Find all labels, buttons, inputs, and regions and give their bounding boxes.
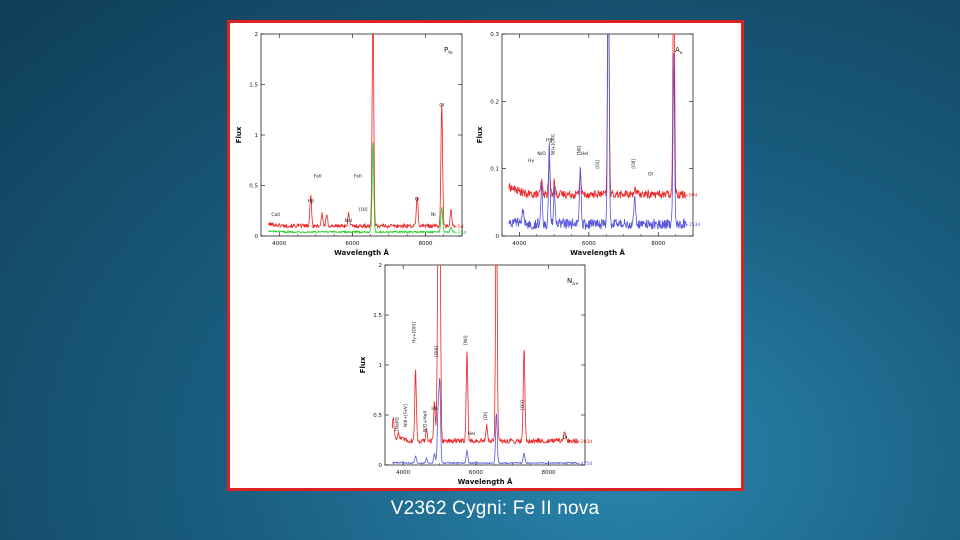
p3-series-blue	[392, 378, 578, 465]
p3-line-id-label: [OIII]	[434, 346, 440, 357]
p2-series-red	[508, 34, 687, 200]
p1-line-id-label: OI	[415, 197, 420, 203]
p3-series-red	[391, 265, 579, 445]
p1-line-id-label: CaII	[271, 212, 280, 218]
p3-chart: 4000 6000 8000 0 0.5 1 1.5 2 Wavelength Å Flux Na+…	[359, 263, 592, 486]
p3-x-axis-label: Wavelength Å	[458, 477, 513, 486]
p2-y-tick-label: 0.2	[490, 99, 499, 105]
p1-x-tick-label: 6000	[345, 241, 359, 247]
p1-x-axis-label: Wavelength Å	[334, 248, 389, 257]
p2-y-axis-label: Flux	[476, 126, 484, 143]
p1-series-label: +23d	[454, 230, 466, 236]
p2-x-tick-label: 4000	[512, 241, 526, 247]
p3-line-id-label: OI	[562, 435, 567, 441]
p1-line-id-label: NI	[431, 212, 436, 218]
p3-line-id-label: [NII]	[463, 335, 469, 345]
p3-line-id-label: [OI]	[483, 411, 489, 420]
p3-y-tick-label: 2	[379, 263, 383, 269]
p3-line-id-label: N/O+HeII	[422, 411, 428, 432]
p1-line-id-label: NaI	[345, 218, 352, 224]
p3-x-tick-label: 4000	[396, 470, 410, 476]
p2-y-tick-label: 0	[496, 234, 500, 240]
p1-line-id-label: FeII	[314, 173, 322, 179]
p3-stage-label: Na+	[567, 277, 579, 287]
p1-y-tick-label: 0	[255, 234, 259, 240]
p1-x-tick-label: 8000	[418, 241, 432, 247]
p3-series-label: +283d	[577, 439, 592, 445]
p2-series-blue	[508, 34, 687, 231]
p3-line-id-label: Hβ	[431, 406, 437, 412]
p2-x-tick-label: 6000	[582, 241, 596, 247]
p3-y-axis-label: Flux	[359, 356, 367, 373]
figure-frame: 4000 6000 8000 0 0.5 1 1.5 2 Wavelength Å Flux Pfe…	[227, 20, 744, 491]
p2-plot-box	[501, 33, 694, 237]
p3-line-id-label: [OII]	[520, 400, 526, 410]
p3-series-label: +475d	[577, 461, 592, 467]
p3-y-tick-label: 0	[379, 463, 383, 469]
p3-y-tick-label: 0.5	[373, 413, 382, 419]
p2-line-id-label: NII+[OIII]	[550, 134, 556, 155]
p2-x-tick-label: 8000	[651, 241, 665, 247]
p2-y-tick-label: 0.1	[490, 167, 499, 173]
p2-chart: 4000 6000 8000 0 0.1 0.2 0.3 Wavelength Å Flux Ao…	[476, 32, 700, 257]
p1-plot-box	[260, 33, 463, 237]
p2-line-id-label: [OII]	[631, 159, 637, 169]
p3-line-id-label: NIII+[FeV]	[403, 404, 409, 427]
p2-x-axis-label: Wavelength Å	[570, 248, 625, 257]
slide-caption: V2362 Cygni: Fe II nova	[390, 498, 600, 519]
p1-y-axis-label: Flux	[235, 126, 243, 143]
p3-line-id-label: [NeIII]	[394, 417, 400, 431]
p1-y-tick-label: 1.5	[249, 83, 258, 89]
p3-y-tick-label: 1.5	[373, 313, 382, 319]
p3-x-tick-label: 8000	[542, 470, 556, 476]
p3-plot-box	[384, 264, 586, 466]
p2-line-id-label: [NII]	[576, 145, 582, 155]
p1-line-id-label: FeII	[354, 173, 362, 179]
p1-y-tick-label: 0.5	[249, 184, 258, 190]
p2-line-id-label: Hγ	[528, 158, 534, 164]
p2-line-id-label: OI	[648, 171, 653, 177]
p3-y-tick-label: 1	[379, 363, 383, 369]
p2-line-id-label: [OI]	[595, 160, 601, 169]
p1-y-tick-label: 1	[255, 133, 259, 139]
spectra-figure: 4000 6000 8000 0 0.5 1 1.5 2 Wavelength Å Flux Pfe…	[235, 32, 700, 486]
p3-line-id-label: Hγ+[OIII]	[412, 322, 418, 343]
p2-line-id-label: N/O	[537, 151, 546, 157]
p2-y-tick-label: 0.3	[490, 32, 499, 38]
p3-x-tick-label: 6000	[469, 470, 483, 476]
p2-stage-label: Ao	[675, 46, 683, 56]
p1-x-tick-label: 4000	[272, 241, 286, 247]
p1-chart: 4000 6000 8000 0 0.5 1 1.5 2 Wavelength Å Flux Pfe…	[235, 32, 466, 257]
p2-series-label: +153d	[685, 222, 700, 228]
p2-series-label: +50d	[685, 192, 697, 198]
p1-line-id-label: [OI]	[359, 207, 368, 213]
p2-line-id-label: HeI	[581, 151, 588, 157]
p1-series-red	[267, 34, 456, 230]
p1-series-label: +5d	[454, 224, 464, 230]
p1-y-tick-label: 2	[255, 32, 259, 38]
p1-line-id-label: Hβ	[308, 199, 314, 205]
p3-line-id-label: HeI	[468, 431, 475, 437]
p1-series-green	[268, 142, 455, 235]
p2-line-id-label: Hβ	[546, 138, 552, 144]
p1-line-id-label: OI	[439, 103, 444, 109]
p1-stage-label: Pfe	[444, 46, 453, 56]
